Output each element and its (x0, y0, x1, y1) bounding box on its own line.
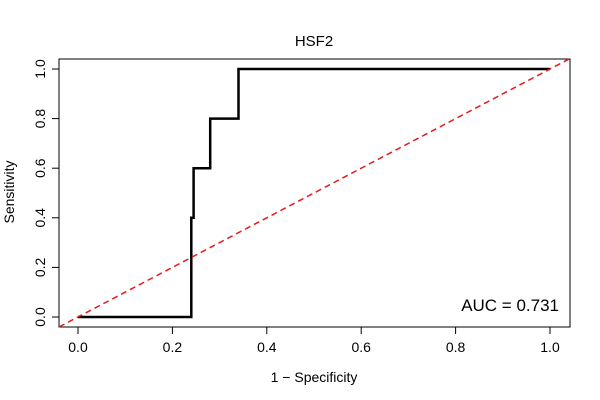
x-axis-label: 1 − Specificity (271, 369, 358, 385)
x-tick-label: 0.4 (257, 339, 277, 355)
y-tick-label: 0.8 (32, 109, 48, 129)
y-tick-label: 1.0 (32, 59, 48, 79)
y-tick-label: 0.0 (32, 307, 48, 327)
x-tick-label: 0.8 (446, 339, 466, 355)
x-tick-label: 0.0 (68, 339, 88, 355)
y-tick-label: 0.6 (32, 158, 48, 178)
x-tick-label: 0.6 (351, 339, 371, 355)
x-tick-label: 1.0 (540, 339, 560, 355)
reference-diagonal-line (58, 58, 570, 328)
roc-curve-line (78, 67, 550, 319)
y-axis: 0.0 0.2 0.4 0.6 0.8 1.0 (32, 59, 60, 327)
chart-title: HSF2 (295, 33, 333, 50)
x-tick-label: 0.2 (163, 339, 183, 355)
y-axis-label: Sensitivity (1, 160, 17, 223)
y-tick-label: 0.4 (32, 208, 48, 228)
x-axis: 0.0 0.2 0.4 0.6 0.8 1.0 (68, 326, 560, 355)
series-layer (58, 58, 570, 328)
auc-annotation: AUC = 0.731 (461, 296, 559, 315)
y-tick-label: 0.2 (32, 257, 48, 277)
